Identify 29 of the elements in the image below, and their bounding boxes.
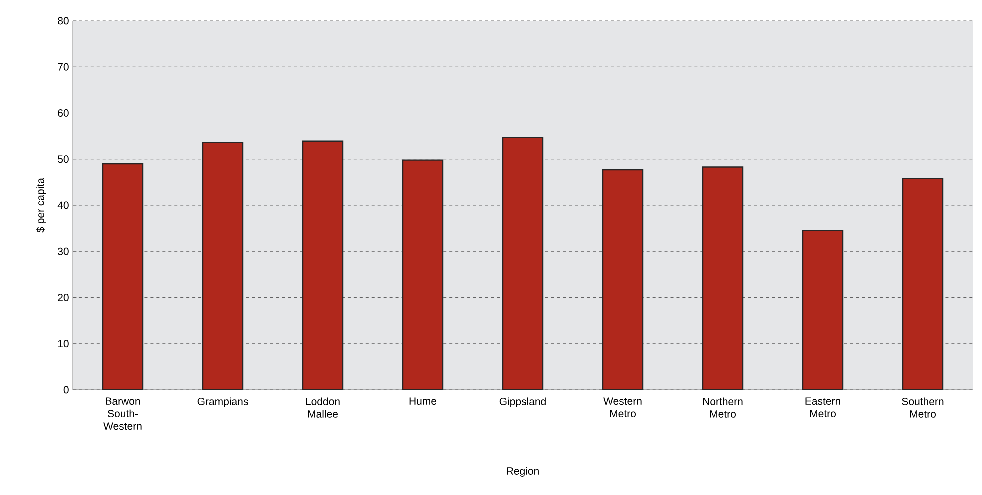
x-tick-label: Eastern Metro (806, 398, 840, 418)
y-tick-label: 10 (58, 340, 69, 348)
x-tick-label: Gippsland (500, 398, 546, 408)
bar (302, 140, 344, 390)
bar (102, 163, 144, 390)
y-tick-label: 40 (58, 202, 69, 210)
x-tick-label: Barwon South-Western (104, 398, 142, 430)
x-axis-title: Region (507, 467, 539, 478)
bar (602, 169, 644, 390)
bar (802, 230, 844, 390)
bar (202, 142, 244, 390)
y-tick-label: 70 (58, 63, 69, 71)
y-tick-label: 80 (58, 17, 69, 25)
bar (702, 166, 744, 390)
y-tick-label: 20 (58, 294, 69, 302)
y-tick-label: 50 (58, 156, 69, 164)
y-axis-title: $ per capita (36, 178, 46, 233)
y-tick-label: 60 (58, 110, 69, 117)
bar (902, 178, 944, 390)
x-tick-label: Western Metro (604, 398, 642, 418)
y-tick-label: 30 (58, 248, 69, 256)
x-tick-label: Southern Metro (902, 398, 944, 418)
x-tick-label: Grampians (198, 398, 248, 408)
bar (402, 160, 444, 390)
x-tick-label: Loddon Mallee (306, 398, 340, 418)
y-tick-label: 0 (64, 386, 69, 394)
bar (502, 137, 544, 390)
x-tick-label: Northern Metro (703, 398, 743, 418)
x-tick-label: Hume (410, 398, 437, 406)
